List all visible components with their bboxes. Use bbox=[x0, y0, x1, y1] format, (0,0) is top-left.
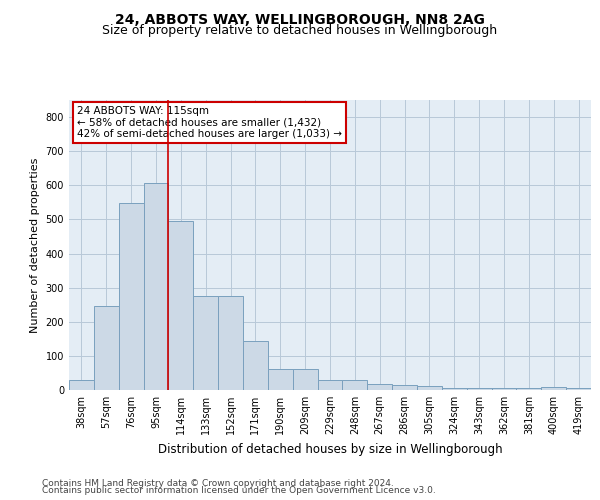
Text: 24, ABBOTS WAY, WELLINGBOROUGH, NN8 2AG: 24, ABBOTS WAY, WELLINGBOROUGH, NN8 2AG bbox=[115, 12, 485, 26]
Bar bbox=[417, 386, 442, 390]
Text: Contains public sector information licensed under the Open Government Licence v3: Contains public sector information licen… bbox=[42, 486, 436, 495]
Bar bbox=[566, 388, 591, 390]
Bar bbox=[169, 221, 193, 390]
Bar bbox=[268, 369, 293, 390]
Text: Contains HM Land Registry data © Crown copyright and database right 2024.: Contains HM Land Registry data © Crown c… bbox=[42, 478, 394, 488]
Bar bbox=[218, 296, 243, 390]
Bar bbox=[243, 341, 268, 390]
Bar bbox=[143, 182, 169, 390]
X-axis label: Distribution of detached houses by size in Wellingborough: Distribution of detached houses by size … bbox=[158, 442, 502, 456]
Text: Size of property relative to detached houses in Wellingborough: Size of property relative to detached ho… bbox=[103, 24, 497, 37]
Bar bbox=[541, 388, 566, 390]
Bar bbox=[467, 388, 491, 390]
Bar bbox=[94, 306, 119, 390]
Bar bbox=[343, 380, 367, 390]
Bar bbox=[517, 388, 541, 390]
Bar bbox=[119, 203, 143, 390]
Bar bbox=[317, 380, 343, 390]
Bar bbox=[442, 388, 467, 390]
Y-axis label: Number of detached properties: Number of detached properties bbox=[30, 158, 40, 332]
Bar bbox=[193, 296, 218, 390]
Text: 24 ABBOTS WAY: 115sqm
← 58% of detached houses are smaller (1,432)
42% of semi-d: 24 ABBOTS WAY: 115sqm ← 58% of detached … bbox=[77, 106, 342, 139]
Bar bbox=[293, 369, 317, 390]
Bar bbox=[69, 380, 94, 390]
Bar bbox=[367, 384, 392, 390]
Bar bbox=[491, 388, 517, 390]
Bar bbox=[392, 385, 417, 390]
